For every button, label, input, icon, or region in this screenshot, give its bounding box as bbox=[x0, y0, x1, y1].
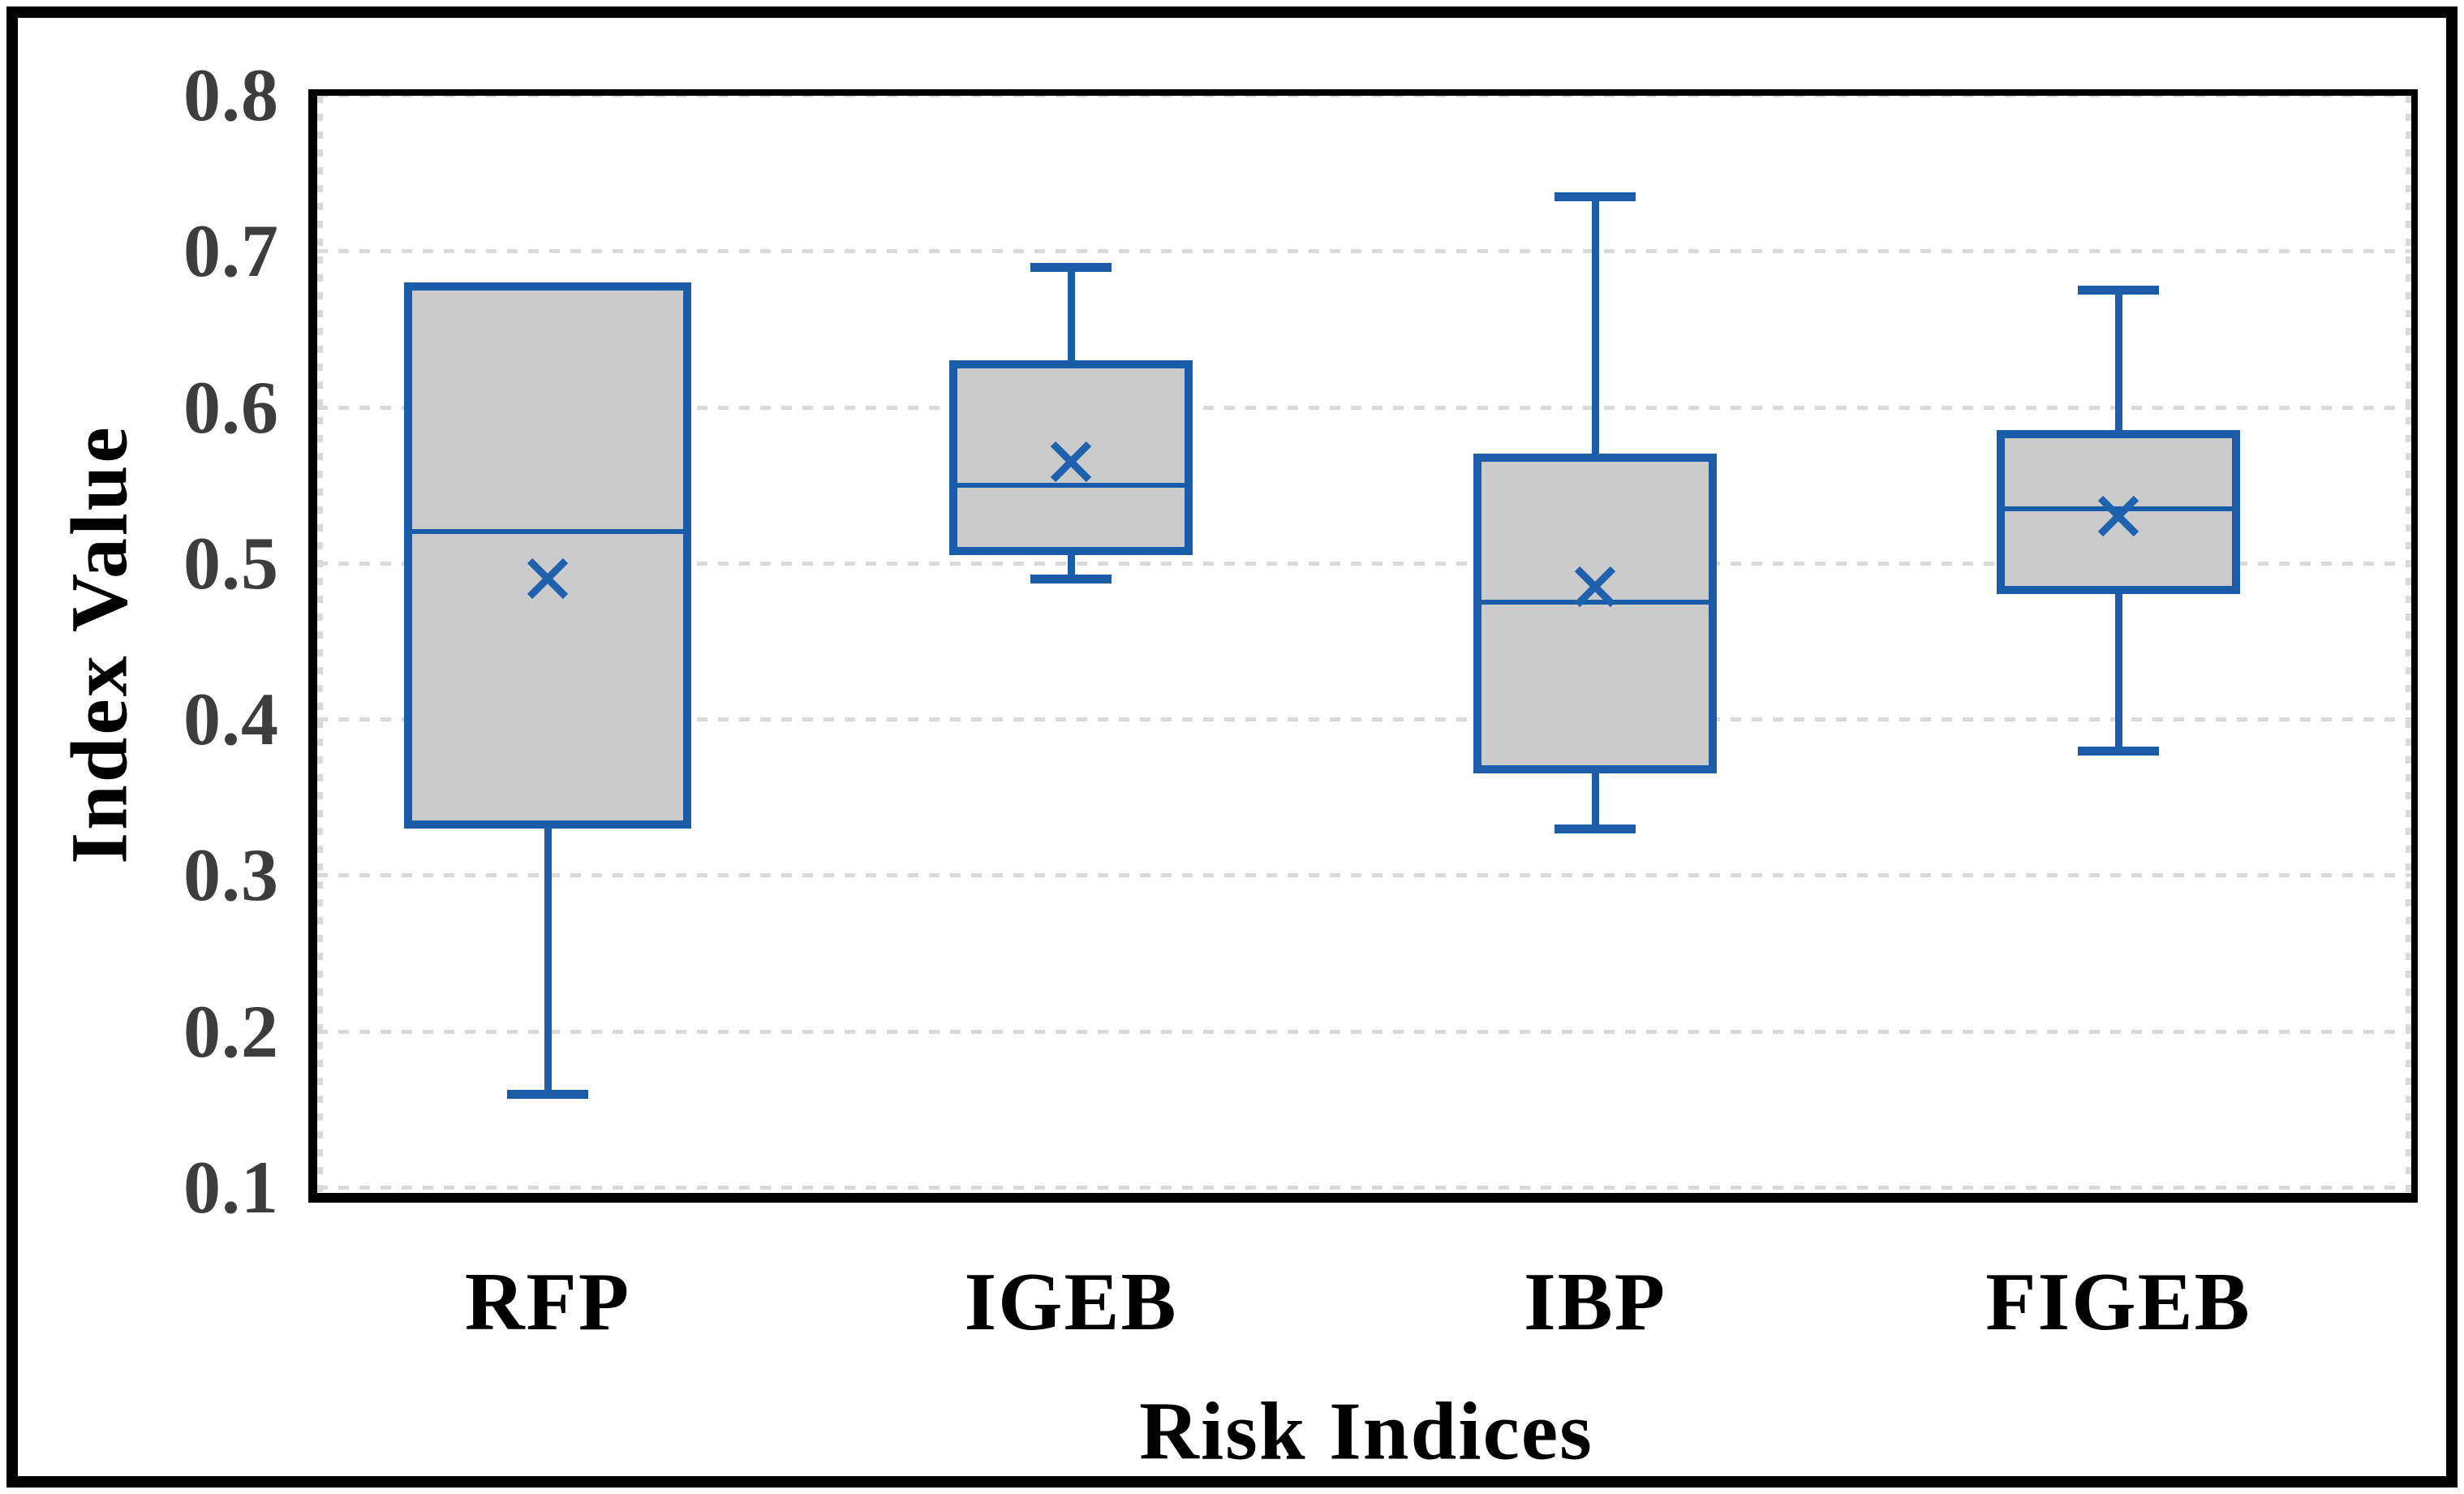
whisker-lower-RFP bbox=[544, 828, 552, 1094]
y-tick-label-0.8: 0.8 bbox=[183, 54, 279, 136]
y-tick-label-0.7: 0.7 bbox=[183, 209, 279, 293]
gridline-0.6 bbox=[317, 405, 2411, 410]
x-category-label-IGEB: IGEB bbox=[964, 1256, 1178, 1348]
mean-marker-RFP bbox=[524, 555, 571, 602]
gridline-0.2 bbox=[317, 1029, 2411, 1034]
plot-inner bbox=[317, 96, 2411, 1193]
whisker-lower-IGEB bbox=[1068, 555, 1075, 579]
gridline-0.7 bbox=[317, 249, 2411, 254]
plot-area bbox=[308, 89, 2418, 1203]
y-tick-label-0.6: 0.6 bbox=[183, 365, 279, 449]
x-category-label-FIGEB: FIGEB bbox=[1985, 1256, 2251, 1348]
whisker-lower-FIGEB bbox=[2115, 594, 2122, 751]
x-category-label-IBP: IBP bbox=[1523, 1256, 1667, 1348]
whisker-upper-IGEB bbox=[1068, 266, 1075, 360]
y-tick-label-0.2: 0.2 bbox=[183, 989, 279, 1073]
mean-marker-IGEB bbox=[1047, 438, 1094, 485]
median-IGEB bbox=[949, 482, 1193, 488]
gridline-0.4 bbox=[317, 717, 2411, 722]
box-RFP bbox=[404, 282, 691, 829]
whisker-upper-FIGEB bbox=[2115, 290, 2122, 431]
x-axis-title: Risk Indices bbox=[1139, 1385, 1593, 1478]
mean-marker-IBP bbox=[1572, 563, 1619, 610]
whisker-cap-upper-IBP bbox=[1555, 192, 1636, 201]
median-RFP bbox=[404, 529, 691, 535]
y-tick-label-0.1: 0.1 bbox=[183, 1146, 279, 1229]
whisker-cap-upper-FIGEB bbox=[2078, 286, 2159, 295]
left-axis-dotted-ticks bbox=[317, 96, 323, 1193]
y-axis-title: Index Value bbox=[54, 424, 144, 864]
gridline-0.8 bbox=[317, 96, 2411, 97]
median-IBP bbox=[1473, 599, 1717, 605]
whisker-upper-IBP bbox=[1592, 196, 1599, 454]
whisker-cap-lower-FIGEB bbox=[2078, 746, 2159, 756]
box-IBP bbox=[1473, 454, 1717, 774]
median-FIGEB bbox=[1997, 506, 2240, 511]
boxplot-figure: Index Value Risk Indices 0.8 0.7 0.6 0.5 0.4… bbox=[6, 6, 2458, 1488]
whisker-cap-upper-IGEB bbox=[1030, 262, 1112, 272]
x-category-label-RFP: RFP bbox=[464, 1256, 631, 1348]
gridline-0.3 bbox=[317, 873, 2411, 878]
right-axis-dotted-ticks bbox=[2406, 96, 2411, 1193]
whisker-cap-lower-IGEB bbox=[1030, 575, 1112, 584]
gridline-0.1 bbox=[317, 1186, 2411, 1190]
y-tick-label-0.4: 0.4 bbox=[183, 678, 279, 761]
whisker-lower-IBP bbox=[1592, 773, 1599, 829]
y-tick-label-0.5: 0.5 bbox=[183, 521, 279, 605]
whisker-cap-lower-IBP bbox=[1555, 824, 1636, 833]
mean-marker-FIGEB bbox=[2095, 493, 2142, 540]
y-tick-label-0.3: 0.3 bbox=[183, 833, 279, 917]
gridline-0.5 bbox=[317, 561, 2411, 566]
whisker-cap-lower-RFP bbox=[507, 1089, 588, 1099]
